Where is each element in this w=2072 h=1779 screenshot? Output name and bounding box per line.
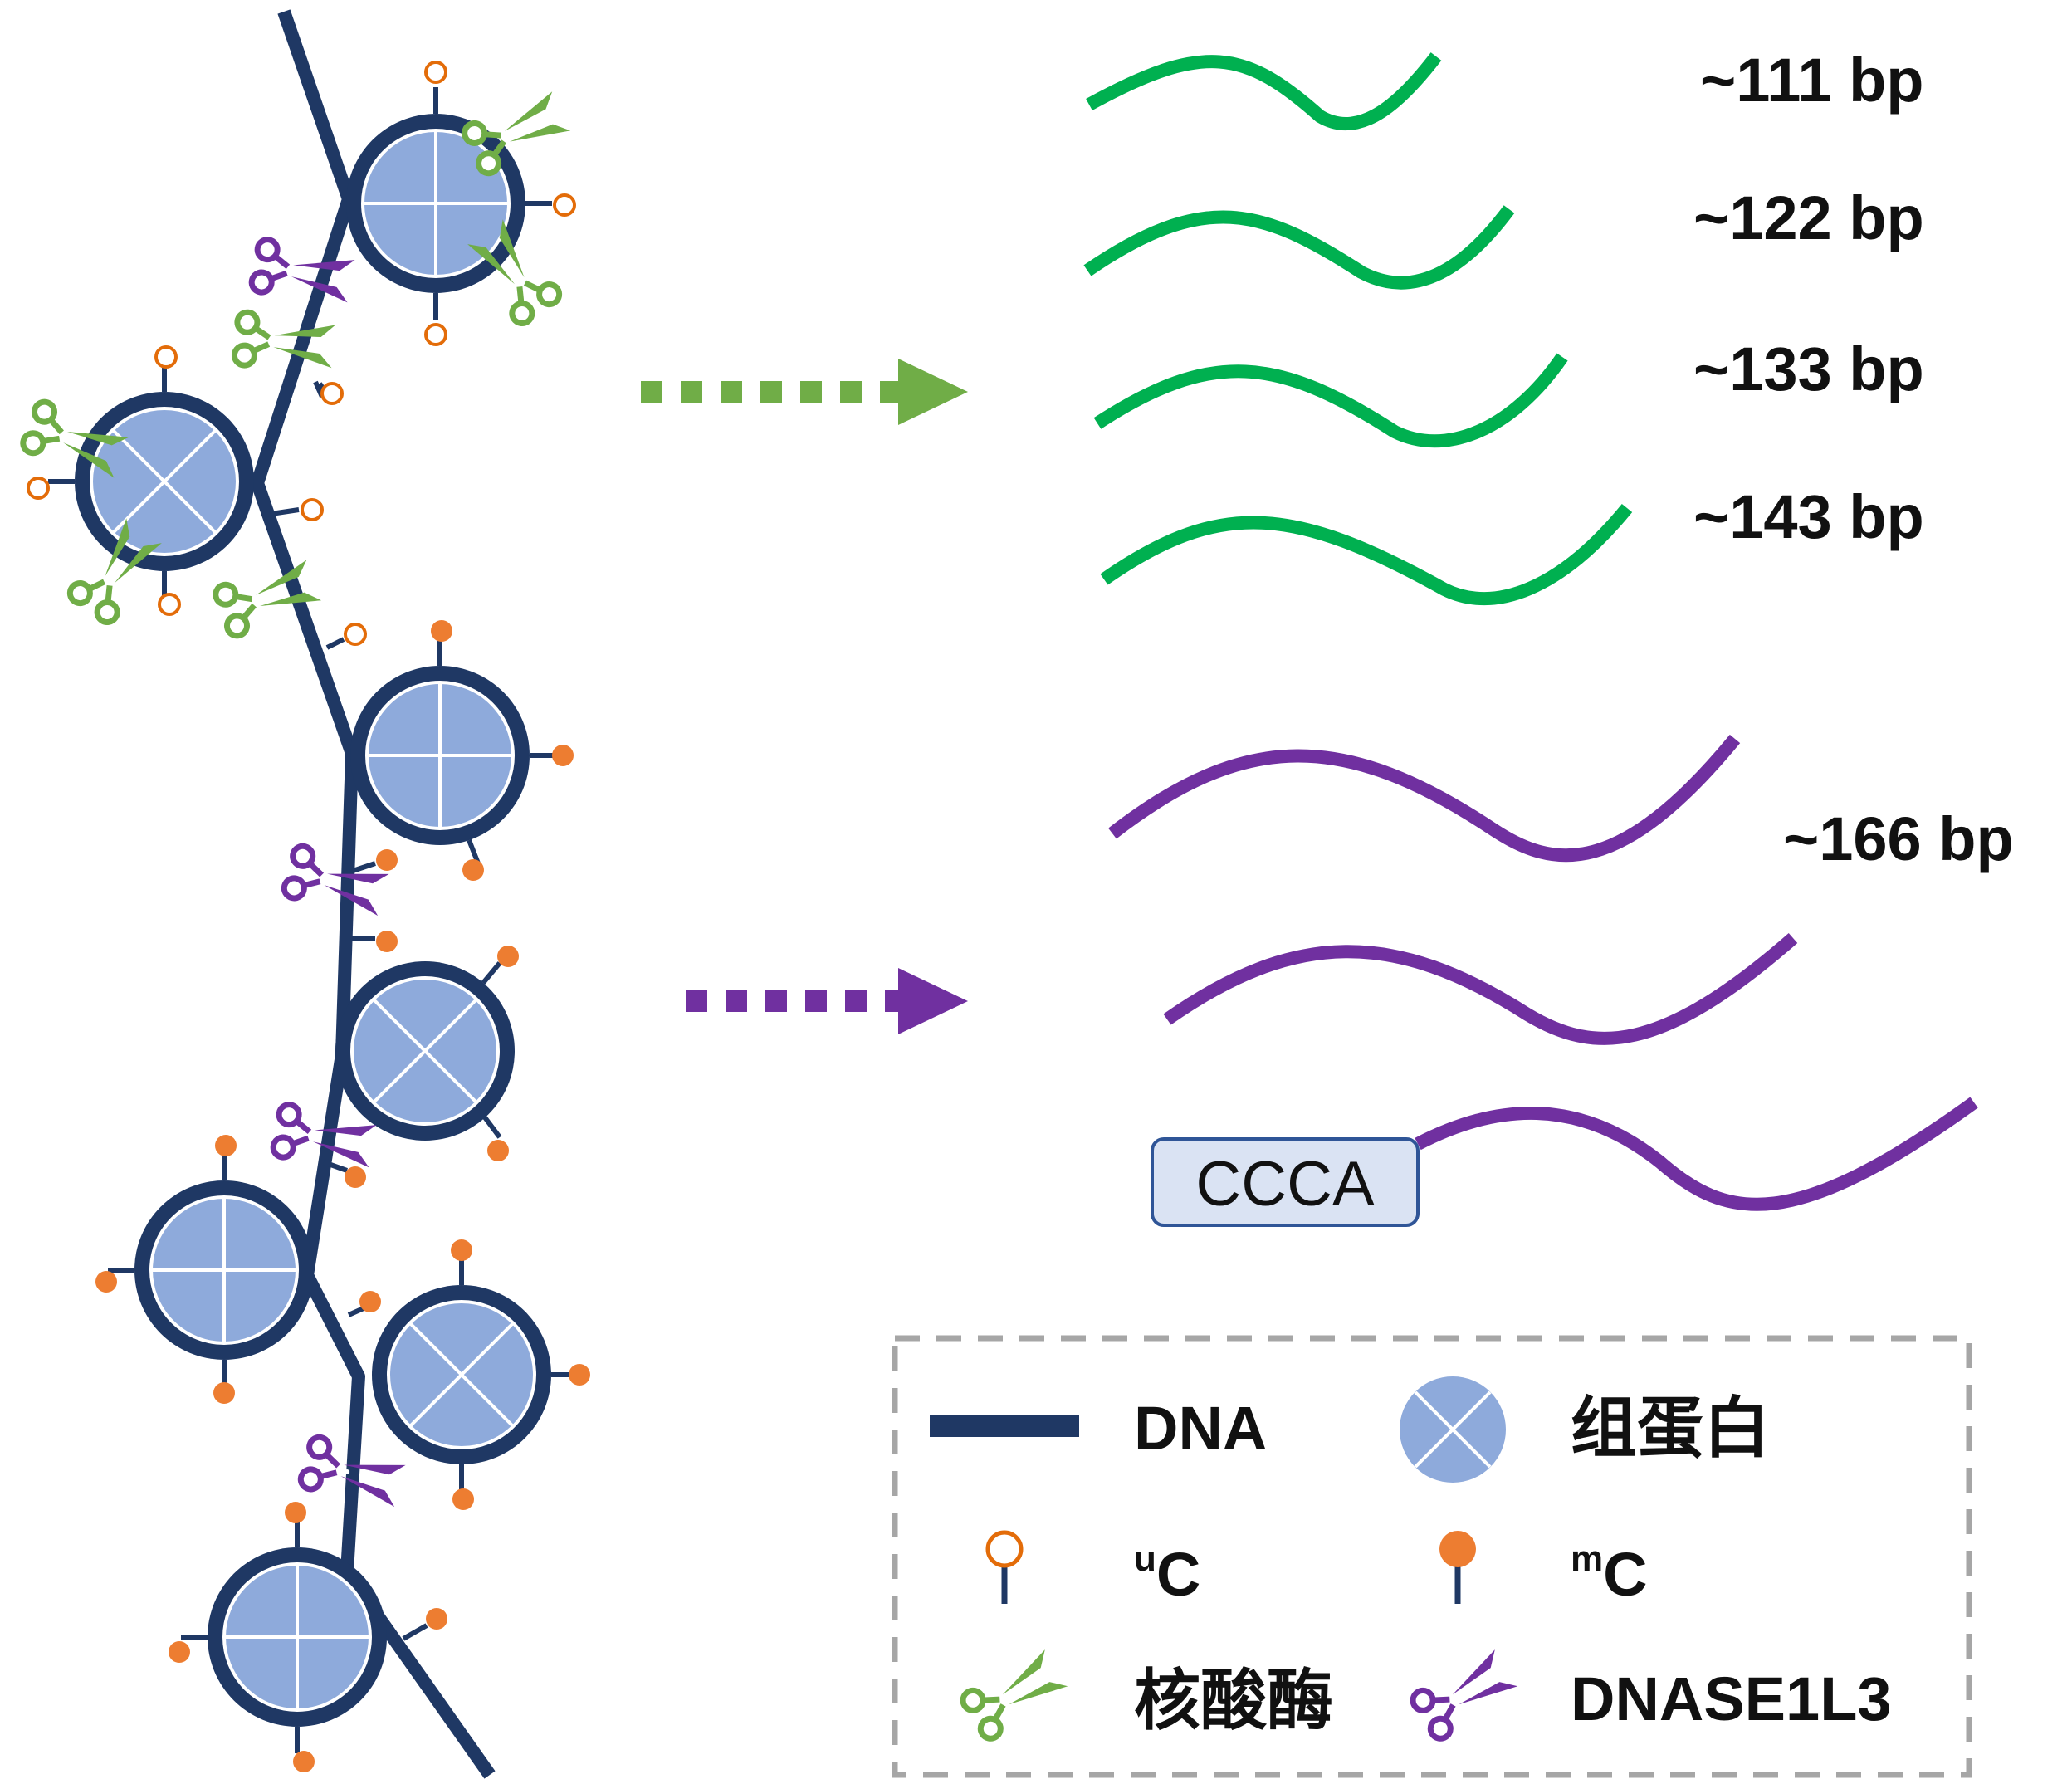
- histone-octamer-icon: [1400, 1376, 1506, 1483]
- mc-superscript: m: [1571, 1538, 1603, 1579]
- legend: DNA 组蛋白 uC mC 核酸酶 DNASE1L3: [895, 1338, 1969, 1775]
- scissors-icon: [960, 1645, 1071, 1742]
- arrow-dnase1l3: [686, 968, 968, 1034]
- legend-nuclease-label: 核酸酶: [1134, 1664, 1333, 1737]
- scissors-icon: [1410, 1645, 1521, 1742]
- label-111bp: ~111 bp: [1700, 46, 1923, 115]
- label-133bp: ~133 bp: [1693, 335, 1924, 403]
- legend-dnase1l3-label: DNASE1L3: [1571, 1664, 1892, 1733]
- nucleosome: [28, 347, 254, 614]
- fragment-166-b: [1167, 938, 1793, 1039]
- uc-base: C: [1156, 1540, 1200, 1609]
- legend-dna-label: DNA: [1134, 1394, 1267, 1463]
- nucleosome: [372, 1239, 590, 1510]
- scissors-icon: [250, 238, 355, 308]
- legend-uc-label: uC: [1134, 1538, 1200, 1609]
- label-122bp: ~122 bp: [1693, 183, 1924, 252]
- scissors-icon: [233, 311, 335, 373]
- scissors-icon: [282, 844, 391, 921]
- legend-histone-label: 组蛋白: [1571, 1391, 1770, 1465]
- fragment-111: [1089, 56, 1436, 124]
- mc-base: C: [1603, 1540, 1647, 1609]
- nucleosome: [95, 1135, 314, 1404]
- fragment-166-a: [1112, 739, 1735, 855]
- scissors-icon: [462, 87, 573, 177]
- fragment-122: [1087, 209, 1509, 283]
- uc-superscript: u: [1134, 1538, 1156, 1579]
- arrow-nuclease: [641, 359, 968, 425]
- filled-lollipop-icon: [1439, 1531, 1476, 1604]
- short-fragment-labels: ~111 bp ~122 bp ~133 bp ~143 bp: [1693, 46, 1924, 551]
- label-143bp: ~143 bp: [1693, 482, 1924, 551]
- short-fragments: [1087, 56, 1627, 599]
- nucleosome: [350, 620, 574, 881]
- end-motif-box: CCCA: [1152, 1139, 1418, 1225]
- fragment-133: [1097, 357, 1562, 441]
- end-motif-label: CCCA: [1195, 1149, 1375, 1219]
- open-lollipop-icon: [988, 1532, 1021, 1604]
- label-166bp: ~166 bp: [1783, 804, 2014, 873]
- legend-mc-label: mC: [1571, 1538, 1648, 1609]
- fragment-166-c: [1418, 1102, 1974, 1205]
- fragment-143: [1104, 508, 1627, 599]
